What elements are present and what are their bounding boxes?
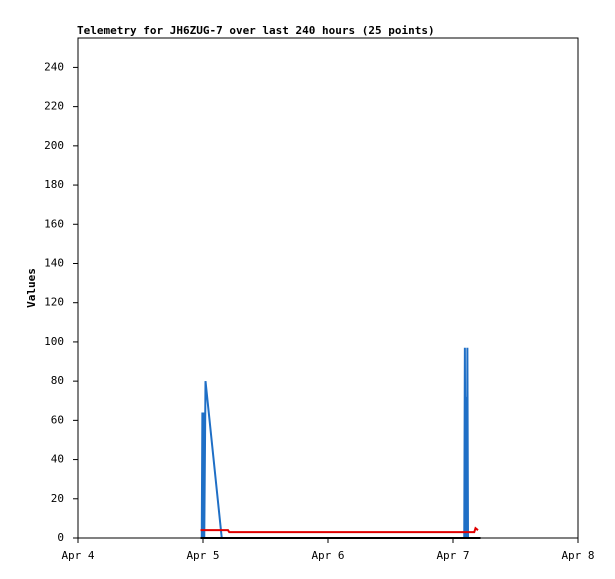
y-tick-label: 80 (51, 374, 64, 387)
y-tick-label: 240 (44, 60, 64, 73)
chart-title: Telemetry for JH6ZUG-7 over last 240 hou… (77, 24, 435, 37)
y-tick-label: 20 (51, 492, 64, 505)
y-tick-label: 220 (44, 100, 64, 113)
y-tick-label: 200 (44, 139, 64, 152)
y-tick-label: 140 (44, 256, 64, 269)
x-tick-label: Apr 6 (311, 549, 344, 562)
y-axis-label: Values (25, 268, 38, 308)
x-tick-label: Apr 7 (436, 549, 469, 562)
y-tick-label: 0 (57, 531, 64, 544)
y-tick-label: 180 (44, 178, 64, 191)
y-tick-label: 100 (44, 335, 64, 348)
x-tick-label: Apr 4 (61, 549, 94, 562)
y-tick-label: 60 (51, 413, 64, 426)
series-line (200, 526, 479, 534)
y-tick-label: 40 (51, 453, 64, 466)
plot-frame (77, 37, 579, 539)
x-tick-label: Apr 8 (561, 549, 594, 562)
y-tick-label: 120 (44, 296, 64, 309)
y-tick-label: 160 (44, 217, 64, 230)
x-tick-label: Apr 5 (186, 549, 219, 562)
